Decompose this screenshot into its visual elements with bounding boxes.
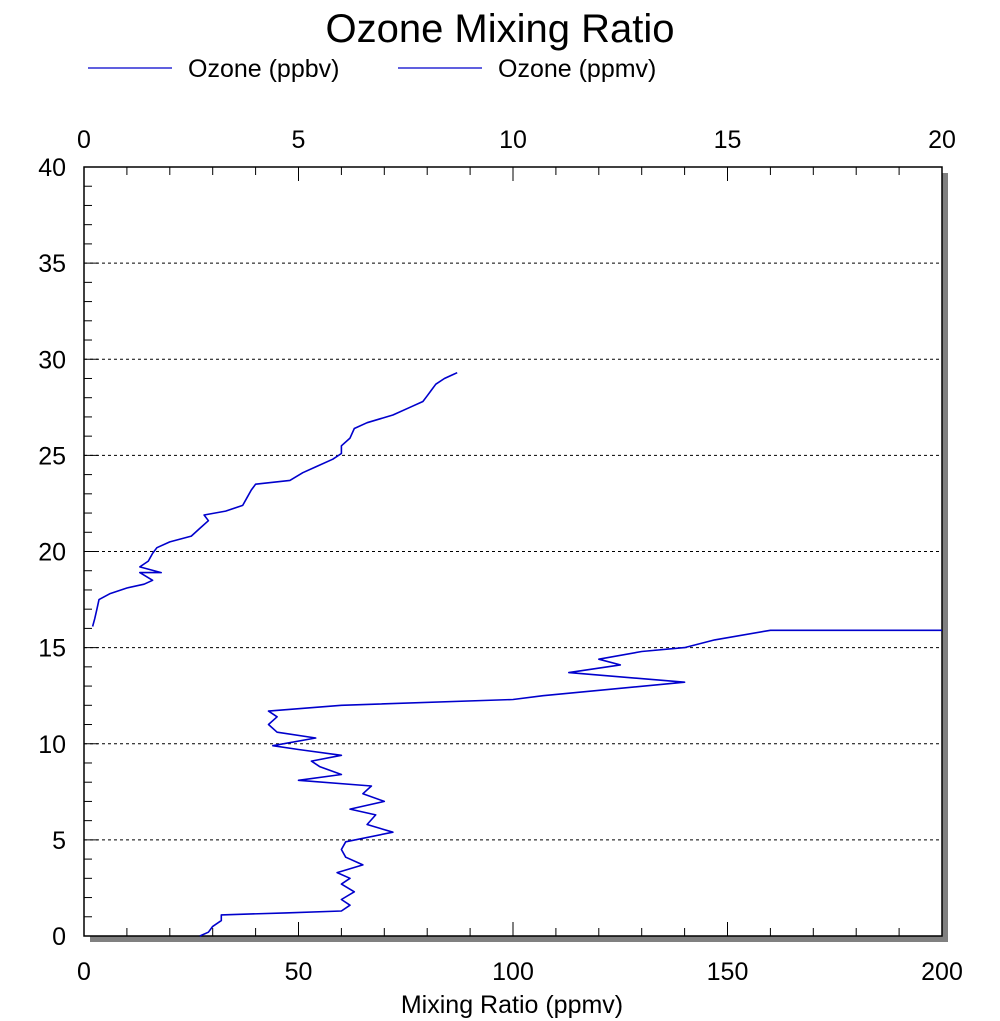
top-axis: 0 5 10 15 20 — [77, 126, 956, 154]
bottom-tick-label: 200 — [921, 958, 963, 986]
chart-title: Ozone Mixing Ratio — [325, 7, 674, 51]
plot-shadow-right — [942, 173, 948, 942]
top-tick-label: 20 — [928, 126, 956, 154]
bottom-tick-label: 50 — [285, 958, 313, 986]
left-tick-label: 0 — [52, 923, 66, 951]
left-tick-label: 30 — [38, 346, 66, 374]
left-tick-label: 20 — [38, 539, 66, 567]
left-tick-label: 25 — [38, 442, 66, 470]
series-line-ppmv — [91, 371, 458, 627]
top-tick-label: 10 — [499, 126, 527, 154]
minor-ticks — [83, 166, 943, 937]
left-axis: 0 5 10 15 20 25 30 35 40 — [38, 154, 66, 951]
left-tick-label: 35 — [38, 250, 66, 278]
bottom-tick-label: 150 — [707, 958, 749, 986]
series-group — [91, 371, 942, 937]
left-tick-label: 5 — [52, 827, 66, 855]
top-tick-label: 5 — [292, 126, 306, 154]
legend-label-ppmv: Ozone (ppmv) — [498, 55, 656, 83]
top-tick-label: 0 — [77, 126, 91, 154]
plot-shadow — [90, 173, 948, 942]
bottom-tick-label: 100 — [492, 958, 534, 986]
left-tick-label: 10 — [38, 731, 66, 759]
left-tick-label: 40 — [38, 154, 66, 182]
plot-shadow-bottom — [90, 936, 948, 942]
bottom-axis: 0 50 100 150 200 — [77, 958, 963, 986]
left-tick-label: 15 — [38, 635, 66, 663]
legend: Ozone (ppbv) Ozone (ppmv) — [88, 55, 656, 83]
grid — [84, 262, 942, 841]
x-axis-label: Mixing Ratio (ppmv) — [401, 991, 623, 1019]
bottom-tick-label: 0 — [77, 958, 91, 986]
top-tick-label: 15 — [714, 126, 742, 154]
series-line-ppbv — [199, 629, 942, 937]
legend-label-ppbv: Ozone (ppbv) — [188, 55, 339, 83]
